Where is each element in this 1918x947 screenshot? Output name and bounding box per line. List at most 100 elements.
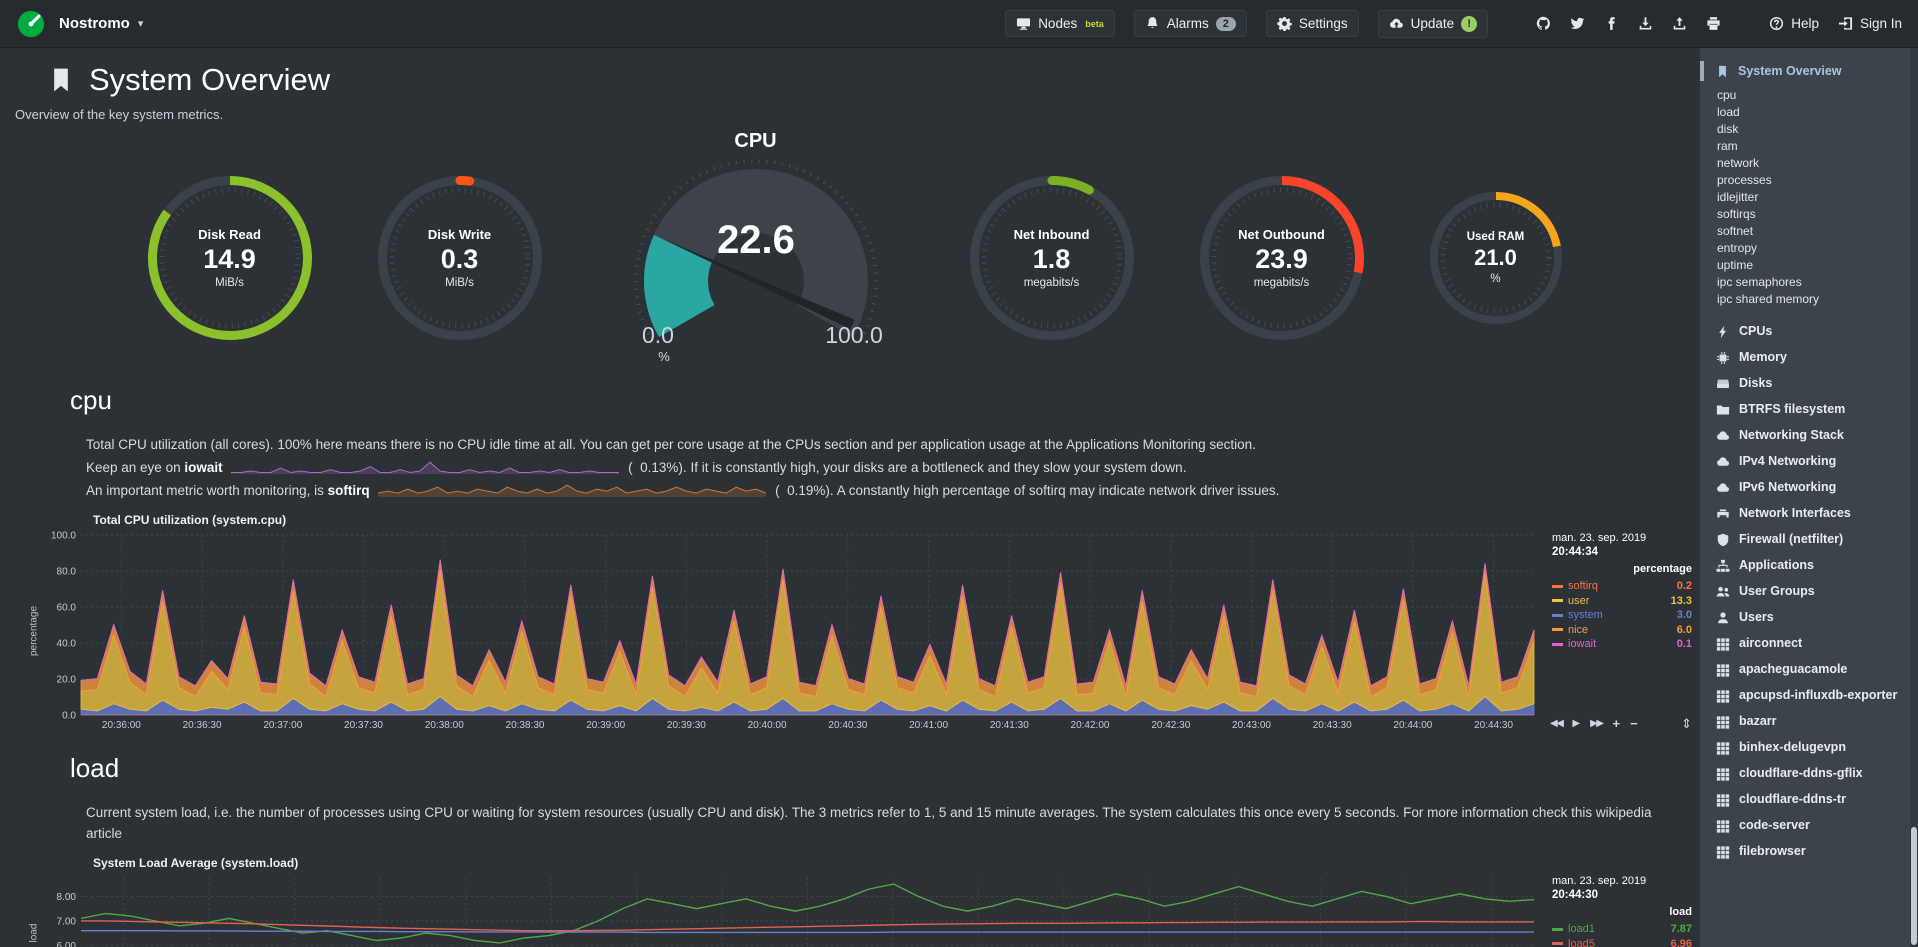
- zoom-out-button[interactable]: −: [1630, 716, 1638, 731]
- sidebar-item-networking-stack[interactable]: Networking Stack: [1716, 422, 1904, 448]
- play-button[interactable]: ▶: [1572, 718, 1581, 729]
- legend-item-load5[interactable]: load5 6.96: [1552, 937, 1692, 947]
- legend-item-iowait[interactable]: iowait 0.1: [1552, 637, 1692, 652]
- iowait-swatch: [1552, 642, 1563, 646]
- alarms-button[interactable]: Alarms 2: [1133, 10, 1247, 37]
- help-button[interactable]: Help: [1769, 16, 1819, 31]
- sidebar-item-cloudflare-ddns-gflix[interactable]: cloudflare-ddns-gflix: [1716, 760, 1904, 786]
- update-button[interactable]: Update!: [1377, 9, 1489, 38]
- sidebar-subitem-network[interactable]: network: [1717, 156, 1760, 170]
- sidebar-item-ipv4-networking[interactable]: IPv4 Networking: [1716, 448, 1904, 474]
- cpu-chart-toolbar: ◀◀ ▶ ▶▶ + −: [1550, 716, 1638, 731]
- sidebar-item-network-interfaces[interactable]: Network Interfaces: [1716, 500, 1904, 526]
- gauge-net-inbound[interactable]: Net Inbound 1.8 megabits/s: [968, 174, 1136, 342]
- svg-text:0.0: 0.0: [642, 322, 674, 348]
- sidebar-item-system-overview[interactable]: System Overview: [1700, 61, 1904, 81]
- gauge-used-ram[interactable]: Used RAM 21.0%: [1428, 190, 1564, 326]
- gauge-disk-write[interactable]: Disk Write 0.3 MiB/s: [376, 174, 544, 342]
- signin-button[interactable]: Sign In: [1838, 16, 1902, 31]
- th-icon: [1716, 637, 1730, 651]
- bookmark-icon: [1719, 65, 1726, 77]
- sidebar-subitem-ipc-shared-memory[interactable]: ipc shared memory: [1717, 292, 1820, 306]
- legend-item-system[interactable]: system 3.0: [1552, 608, 1692, 623]
- sidebar-item-memory[interactable]: Memory: [1716, 344, 1904, 370]
- sidebar-subitem-idlejitter[interactable]: idlejitter: [1717, 190, 1759, 204]
- sidebar-item-bazarr[interactable]: bazarr: [1716, 708, 1904, 734]
- sidebar-item-btrfs-filesystem[interactable]: BTRFS filesystem: [1716, 396, 1904, 422]
- svg-text:20:44:30: 20:44:30: [1474, 720, 1513, 731]
- cpu-chart-plot-area[interactable]: 0.0 20.0 40.0 60.0 80.0 100.0 20:36:00 20:36:30…: [45, 529, 1542, 733]
- legend-item-load1[interactable]: load1 7.87: [1552, 922, 1692, 937]
- print-button[interactable]: [1706, 16, 1721, 31]
- sidebar-item-airconnect[interactable]: airconnect: [1716, 630, 1904, 656]
- export-button[interactable]: [1638, 16, 1653, 31]
- scrollbar-thumb[interactable]: [1911, 827, 1917, 945]
- gauge-net-outbound[interactable]: Net Outbound 23.9 megabits/s: [1198, 174, 1366, 342]
- sidebar-subitem-processes[interactable]: processes: [1717, 173, 1772, 187]
- legend-item-softirq[interactable]: softirq 0.2: [1552, 579, 1692, 594]
- topbar: Nostromo ▾ Nodes beta Alarms 2 Settings Update…: [0, 0, 1918, 48]
- sidebar-subitem-ram[interactable]: ram: [1717, 139, 1738, 153]
- sidebar-subitem-softnet[interactable]: softnet: [1717, 224, 1754, 238]
- sidebar-item-code-server[interactable]: code-server: [1716, 812, 1904, 838]
- legend-item-nice[interactable]: nice 6.0: [1552, 623, 1692, 638]
- sidebar-item-cpus[interactable]: CPUs: [1716, 318, 1904, 344]
- sidebar-item-firewall-netfilter[interactable]: Firewall (netfilter): [1716, 526, 1904, 552]
- nodes-button[interactable]: Nodes beta: [1005, 10, 1115, 37]
- page-scrollbar[interactable]: [1910, 48, 1918, 947]
- gauge-disk-read[interactable]: Disk Read 14.9 MiB/s: [146, 174, 314, 342]
- netdata-logo[interactable]: [16, 9, 46, 39]
- download-icon: [1639, 17, 1652, 30]
- sidebar-subitem-uptime[interactable]: uptime: [1717, 258, 1754, 272]
- sidebar-item-binhex-delugevpn[interactable]: binhex-delugevpn: [1716, 734, 1904, 760]
- twitter-link[interactable]: [1570, 16, 1585, 31]
- sidebar-item-disks[interactable]: Disks: [1716, 370, 1904, 396]
- sidebar-item-ipv6-networking[interactable]: IPv6 Networking: [1716, 474, 1904, 500]
- sidebar-item-apcupsd-influxdb-exporter[interactable]: apcupsd-influxdb-exporter: [1716, 682, 1904, 708]
- wikipedia-link[interactable]: wikipedia article: [86, 805, 1652, 841]
- gauge-cpu[interactable]: CPU 22.6 0.0 100.0 %: [606, 130, 906, 365]
- sidebar-item-applications[interactable]: Applications: [1716, 552, 1904, 578]
- svg-text:80.0: 80.0: [57, 567, 77, 578]
- sidebar-item-users[interactable]: Users: [1716, 604, 1904, 630]
- github-link[interactable]: [1536, 16, 1551, 31]
- svg-text:20:36:30: 20:36:30: [183, 720, 222, 731]
- iowait-sparkline: [231, 461, 620, 474]
- pan-forward-button[interactable]: ▶▶: [1590, 718, 1604, 729]
- ethernet-icon: [1717, 508, 1729, 517]
- folder-icon: [1716, 404, 1730, 415]
- sidebar-subitem-ipc-semaphores[interactable]: ipc semaphores: [1717, 275, 1802, 289]
- th-icon: [1716, 689, 1730, 703]
- cpu-chart-resize-handle[interactable]: ⇕: [1681, 716, 1692, 731]
- sidebar-item-apacheguacamole[interactable]: apacheguacamole: [1716, 656, 1904, 682]
- sidebar-subitem-softirqs[interactable]: softirqs: [1717, 207, 1756, 221]
- sidebar-item-filebrowser[interactable]: filebrowser: [1716, 838, 1904, 864]
- svg-text:100.0: 100.0: [825, 322, 883, 348]
- load-section-heading: load: [70, 753, 120, 783]
- sidebar-sub-menu: cpu load disk ram network processes idlejitter…: [1717, 87, 1904, 308]
- sidebar-item-user-groups[interactable]: User Groups: [1716, 578, 1904, 604]
- facebook-link[interactable]: [1604, 16, 1619, 31]
- sidebar-subitem-load[interactable]: load: [1717, 105, 1740, 119]
- bookmark-icon: [48, 67, 74, 93]
- svg-text:20:44:00: 20:44:00: [1393, 720, 1432, 731]
- system-swatch: [1552, 613, 1563, 617]
- load-chart-plot-area[interactable]: 5.006.007.008.0020:36:0020:36:3020:37:00…: [45, 872, 1542, 947]
- settings-button[interactable]: Settings: [1265, 10, 1359, 37]
- svg-text:20:43:30: 20:43:30: [1313, 720, 1352, 731]
- sidebar-subitem-cpu[interactable]: cpu: [1717, 88, 1737, 102]
- sidebar-subitem-entropy[interactable]: entropy: [1717, 241, 1758, 255]
- load-chart-plot[interactable]: 5.006.007.008.0020:36:0020:36:3020:37:00…: [45, 872, 1542, 947]
- cpu-chart-plot[interactable]: 0.0 20.0 40.0 60.0 80.0 100.0 20:36:00 20:36:30…: [45, 529, 1542, 733]
- load-chart: System Load Average (system.load) load 5…: [23, 856, 1694, 947]
- import-button[interactable]: [1672, 16, 1687, 31]
- svg-text:8.00: 8.00: [57, 892, 77, 903]
- hostname-dropdown[interactable]: Nostromo ▾: [59, 15, 143, 32]
- pan-backward-button[interactable]: ◀◀: [1550, 718, 1564, 729]
- sidebar-item-cloudflare-ddns-tr[interactable]: cloudflare-ddns-tr: [1716, 786, 1904, 812]
- legend-item-user[interactable]: user 13.3: [1552, 594, 1692, 609]
- zoom-in-button[interactable]: +: [1612, 716, 1621, 731]
- svg-text:20:41:30: 20:41:30: [990, 720, 1029, 731]
- svg-text:100.0: 100.0: [51, 531, 76, 542]
- sidebar-subitem-disk[interactable]: disk: [1717, 122, 1739, 136]
